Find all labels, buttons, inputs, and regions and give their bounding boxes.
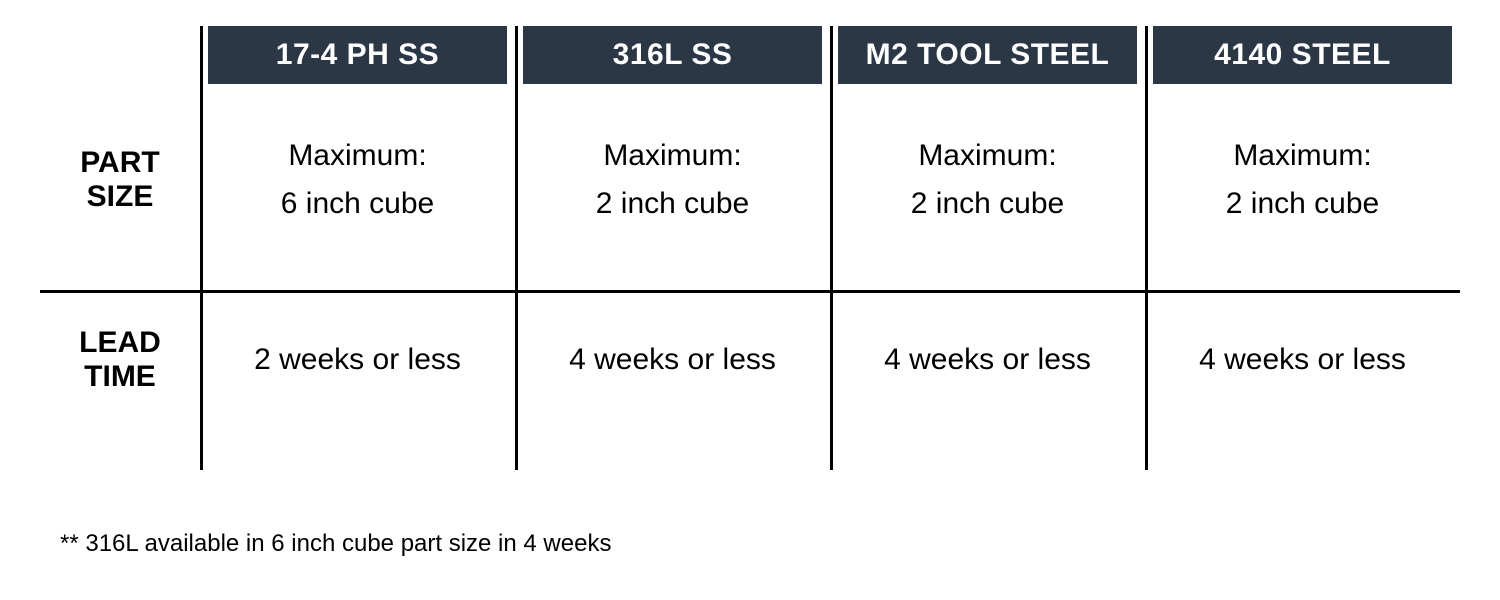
- row-label-part-size: PART SIZE: [40, 90, 200, 270]
- cell-lead-time-1: 2 weeks or less: [200, 270, 515, 450]
- col-header-1: 17-4 PH SS: [208, 26, 507, 84]
- divider-vertical-4: [1145, 26, 1148, 470]
- footnote: ** 316L available in 6 inch cube part si…: [60, 530, 611, 558]
- cell-lead-time-2: 4 weeks or less: [515, 270, 830, 450]
- blank-corner: [40, 20, 200, 90]
- cell-part-size-2: Maximum: 2 inch cube: [515, 90, 830, 270]
- col-header-3: M2 TOOL STEEL: [838, 26, 1137, 84]
- divider-vertical-2: [515, 26, 518, 470]
- row-label-lead-time: LEAD TIME: [40, 270, 200, 450]
- col-header-4: 4140 STEEL: [1153, 26, 1452, 84]
- cell-part-size-3: Maximum: 2 inch cube: [830, 90, 1145, 270]
- col-header-2: 316L SS: [523, 26, 822, 84]
- cell-lead-time-3: 4 weeks or less: [830, 270, 1145, 450]
- cell-lead-time-4: 4 weeks or less: [1145, 270, 1460, 450]
- divider-vertical-3: [830, 26, 833, 470]
- materials-table: 17-4 PH SS 316L SS M2 TOOL STEEL 4140 ST…: [40, 20, 1460, 450]
- divider-vertical-1: [200, 26, 203, 470]
- cell-part-size-1: Maximum: 6 inch cube: [200, 90, 515, 270]
- cell-part-size-4: Maximum: 2 inch cube: [1145, 90, 1460, 270]
- divider-horizontal: [40, 290, 1460, 293]
